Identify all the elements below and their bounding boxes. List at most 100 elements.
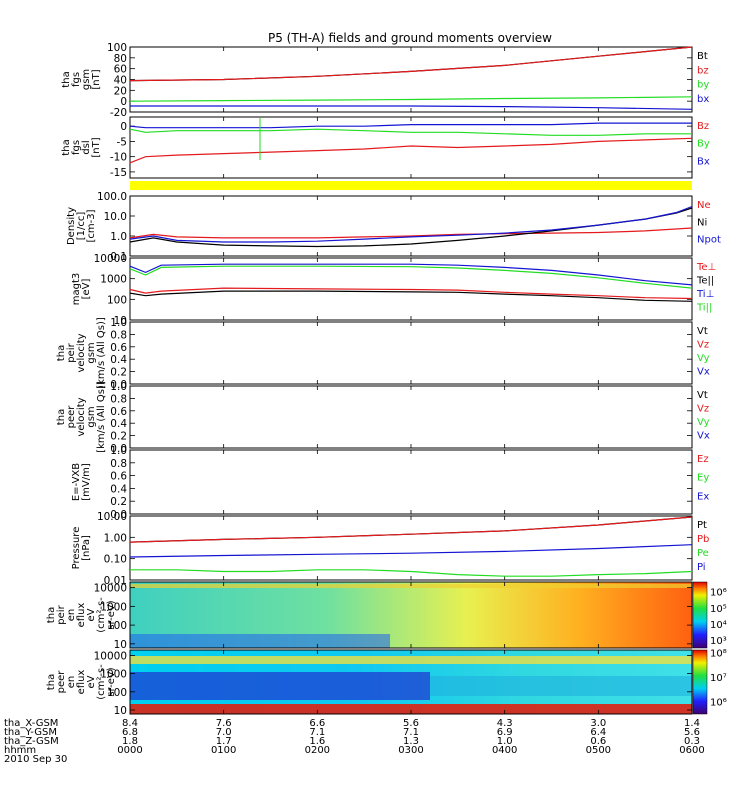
x-tick-label: 6.4: [590, 727, 606, 738]
y-tick-label: -15: [110, 167, 127, 179]
y-tick-label: 0.8: [110, 393, 127, 405]
y-axis-title-line: velocity: [76, 397, 87, 436]
y-tick-label: 10.00: [97, 511, 127, 523]
series-temperature-Te||: [129, 290, 693, 302]
y-tick-label: 0.4: [110, 354, 127, 366]
y-tick-label: 1.0: [110, 445, 127, 457]
y-axis-title-line: [nPa]: [81, 535, 92, 561]
x-row-label: tha_X-GSM: [4, 718, 58, 729]
y-tick-label: -5: [117, 136, 127, 148]
series-fgs_dsl-Bz: [129, 137, 693, 164]
x-tick-label: 0.3: [684, 736, 700, 747]
y-axis-title-line: peer: [66, 405, 77, 429]
y-axis-title-line: eflux: [76, 670, 87, 695]
series-pressure-Pt: [129, 516, 693, 543]
x-tick-label: 0600: [679, 745, 704, 756]
x-tick-label: 4.3: [497, 718, 513, 729]
panel-frame: [129, 449, 693, 515]
legend-entry: Te⊥: [696, 262, 716, 273]
y-axis-title-line: [nT]: [91, 69, 102, 89]
series-pressure-Pe: [130, 569, 693, 577]
y-axis-title-line: [cm-3]: [86, 209, 97, 242]
y-tick-label: 10000: [94, 253, 127, 265]
x-tick-label: 5.6: [684, 727, 700, 738]
x-tick-label: 6.6: [309, 718, 325, 729]
y-tick-label: 1.0: [110, 381, 127, 393]
spectrogram-low-energy-band: [130, 634, 390, 648]
panel-pressure: 10.00 1.00 0.10 0.01 Pressure [nPa] Pt Pb Pe Pi: [71, 511, 709, 587]
x-row-label: hhmm: [4, 745, 36, 756]
x-tick-label: 8.4: [122, 718, 138, 729]
y-axis-title-line: (cm²-s-: [96, 597, 107, 633]
series-fgs_dsl-Bx: [129, 122, 692, 129]
panel-frame: [129, 321, 693, 385]
series-fgs_gsm-by: [129, 96, 693, 102]
y-tick-label: 1000: [100, 274, 127, 286]
y-axis-title-line: (cm²-s-: [96, 664, 107, 700]
y-tick-label: 0.6: [110, 471, 127, 483]
y-tick-label: 0.6: [110, 342, 127, 354]
y-axis-title-line: [eV]: [81, 279, 92, 300]
y-axis-title-line: en: [66, 676, 77, 689]
colorbar-tick-label: 10⁸: [710, 648, 727, 659]
series-temperature-Ti⊥: [129, 263, 693, 286]
x-tick-label: 1.0: [497, 736, 513, 747]
x-tick-label: 1.8: [122, 736, 138, 747]
y-axis-title-line: E=-VXB: [71, 463, 82, 501]
legend-entry: Ne: [697, 200, 711, 211]
x-tick-label: 0300: [398, 745, 423, 756]
legend-entry: Vx: [697, 367, 710, 378]
legend-entry: Bx: [697, 156, 710, 167]
series-fgs_dsl-By: [129, 128, 692, 136]
y-axis-title-line: gsm: [81, 69, 92, 90]
legend-entry: Bt: [697, 51, 708, 62]
y-tick-label: 100.0: [97, 191, 127, 203]
x-tick-label: 1.3: [403, 736, 419, 747]
y-tick-label: 60: [114, 64, 127, 76]
spectrogram-high-band: [130, 656, 692, 664]
y-tick-label: 0.2: [110, 431, 127, 443]
y-axis-title-line: tha: [61, 139, 72, 155]
y-axis-title-line: gsm: [86, 406, 97, 427]
legend-entry: Pt: [697, 520, 707, 531]
x-tick-label: 1.4: [684, 718, 700, 729]
y-tick-label: 10: [114, 639, 127, 651]
y-axis-title-line: tha: [61, 71, 72, 87]
x-axis-labels: tha_X-GSM 8.4 7.6 6.6 5.6 4.3 3.0 1.4 tha_Y-GSM 6…: [4, 718, 705, 765]
spectrogram-mid-band: [130, 672, 430, 700]
y-axis-title-line: gsm: [86, 342, 97, 363]
x-tick-label: 0.6: [590, 736, 606, 747]
legend-entry: Vt: [697, 326, 708, 337]
series-fgs_gsm-Bt: [129, 46, 693, 82]
y-tick-label: 0.2: [110, 367, 127, 379]
spectrogram-low-band: [130, 704, 692, 714]
y-tick-label: 0.2: [110, 496, 127, 508]
legend-entry: Ti⊥: [696, 289, 714, 300]
y-tick-label: 0.10: [104, 554, 127, 566]
y-tick-label: 1.00: [104, 532, 127, 544]
x-tick-label: 1.7: [216, 736, 232, 747]
y-tick-label: 0.1: [110, 251, 127, 263]
y-tick-label: 80: [114, 53, 127, 65]
y-axis-title-line: magt3: [71, 273, 82, 306]
y-axis-title-line: fgs: [71, 140, 82, 155]
y-axis-title-line: [mV/m]: [81, 463, 92, 501]
y-tick-label: 10: [114, 705, 127, 717]
y-tick-label: 0.4: [110, 483, 127, 495]
y-axis-title-line: tha: [46, 607, 57, 623]
series-density-Ni: [129, 207, 693, 248]
y-axis-title-line: peir: [56, 604, 67, 624]
y-axis-title-line: [1/cc]: [76, 212, 87, 241]
colorbar-tick-label: 10³: [710, 636, 727, 647]
panel-frame: [129, 116, 693, 179]
legend-entry: Ey: [697, 473, 709, 484]
y-axis-title-line: dsl: [81, 140, 92, 154]
legend-entry: Vy: [697, 353, 710, 364]
legend-entry: Ni: [697, 217, 707, 228]
y-tick-label: 1.0: [110, 317, 127, 329]
x-tick-label: 0400: [492, 745, 517, 756]
legend-entry: Pi: [697, 562, 706, 573]
legend-entry: Pe: [697, 548, 709, 559]
